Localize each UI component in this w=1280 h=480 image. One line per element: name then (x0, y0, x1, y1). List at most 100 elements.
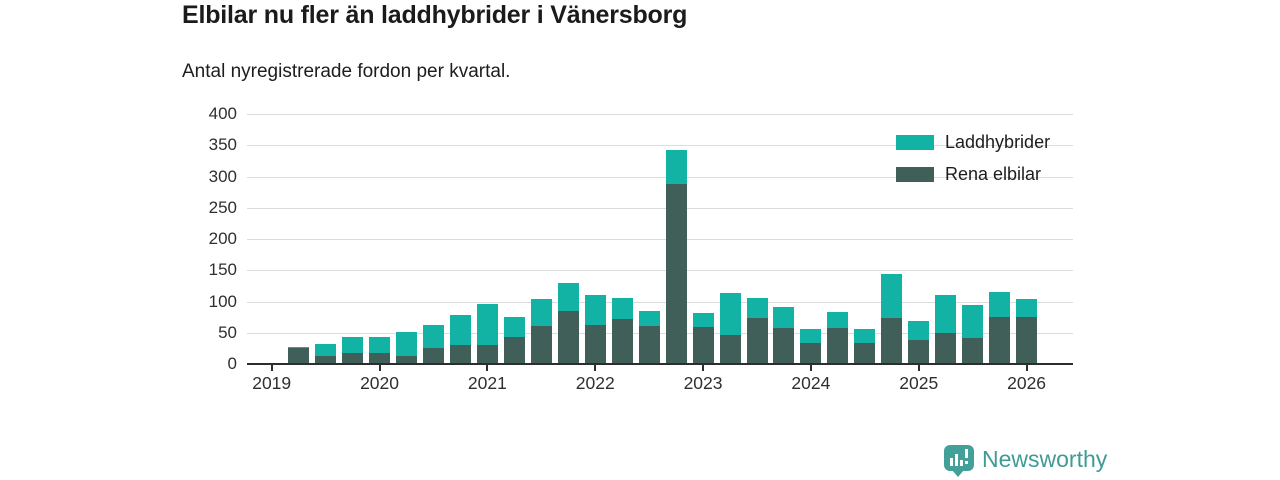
bar-segment-rena-elbilar (449, 345, 471, 364)
bar-segment-laddhybrider (638, 311, 660, 326)
logo-pin-pointer (952, 470, 964, 477)
bar-segment-rena-elbilar (746, 318, 768, 364)
y-axis-tick-label: 0 (227, 354, 237, 373)
bar-segment-rena-elbilar (1016, 317, 1038, 364)
bar-segment-rena-elbilar (773, 328, 795, 364)
legend-swatch-icon (896, 135, 934, 150)
x-axis-tick (702, 365, 705, 371)
bar-segment-rena-elbilar (800, 343, 822, 364)
y-axis-tick-label: 250 (208, 197, 237, 217)
bar-segment-rena-elbilar (989, 317, 1011, 364)
bar-segment-laddhybrider (503, 317, 525, 337)
x-axis-tick-label: 2021 (467, 373, 507, 393)
bar-segment-laddhybrider (584, 295, 606, 325)
bar-segment-rena-elbilar (908, 340, 930, 364)
x-axis-tick-label: 2019 (252, 373, 292, 393)
legend-label: Laddhybrider (945, 132, 1051, 152)
chart-legend: Laddhybrider Rena elbilar (896, 132, 1050, 196)
logo-bar-icon (960, 460, 963, 466)
bar-segment-rena-elbilar (476, 345, 498, 364)
y-gridline (247, 207, 1073, 209)
bar-segment-rena-elbilar (369, 353, 390, 364)
x-axis-tick (486, 365, 489, 371)
bar-segment-laddhybrider (396, 332, 417, 356)
x-axis-tick (594, 365, 597, 371)
bar-segment-laddhybrider (557, 283, 579, 311)
page-title: Elbilar nu fler än laddhybrider i Väners… (182, 1, 688, 29)
x-axis-tick-label: 2025 (899, 373, 939, 393)
y-axis-tick-label: 400 (208, 104, 237, 123)
bar-segment-rena-elbilar (584, 325, 606, 364)
x-axis-tick (917, 365, 920, 371)
bar-segment-rena-elbilar (665, 184, 687, 364)
bar-segment-laddhybrider (288, 347, 310, 348)
bar-segment-rena-elbilar (557, 311, 579, 364)
y-gridline (247, 301, 1073, 303)
bar-segment-laddhybrider (692, 313, 714, 327)
bar-segment-laddhybrider (854, 329, 876, 343)
bar-segment-rena-elbilar (638, 326, 660, 364)
bar-segment-laddhybrider (908, 321, 930, 340)
y-axis-tick-label: 100 (208, 291, 237, 311)
bar-segment-laddhybrider (773, 307, 795, 328)
bar-segment-laddhybrider (1016, 299, 1038, 317)
x-axis-tick-label: 2023 (683, 373, 723, 393)
logo-exclamation-dot-icon (965, 461, 968, 464)
x-axis-tick (270, 365, 273, 371)
y-axis-tick-label: 350 (208, 135, 237, 155)
bar-segment-laddhybrider (962, 305, 984, 338)
x-axis-tick-label: 2022 (575, 373, 615, 393)
bar-segment-rena-elbilar (503, 337, 525, 364)
x-axis-line (247, 363, 1073, 365)
x-axis-tick-label: 2020 (360, 373, 399, 393)
brand-name: Newsworthy (982, 446, 1108, 472)
logo-exclamation-icon (965, 449, 968, 458)
bar-segment-laddhybrider (369, 337, 390, 353)
bar-segment-rena-elbilar (530, 326, 552, 364)
bar-segment-rena-elbilar (315, 356, 337, 364)
bar-segment-laddhybrider (449, 315, 471, 345)
x-axis-tick-label: 2024 (791, 373, 831, 393)
y-gridline (247, 332, 1073, 334)
bar-segment-rena-elbilar (611, 319, 633, 364)
newsworthy-logo-icon (944, 445, 974, 477)
bar-segment-rena-elbilar (881, 318, 903, 364)
bar-segment-rena-elbilar (854, 343, 876, 364)
y-axis-tick-label: 150 (208, 260, 237, 280)
bar-segment-laddhybrider (611, 298, 633, 319)
y-axis-tick-label: 300 (208, 166, 237, 186)
bar-segment-laddhybrider (881, 274, 903, 318)
bar-segment-rena-elbilar (962, 338, 984, 364)
y-gridline (247, 239, 1073, 240)
bar-segment-rena-elbilar (935, 333, 957, 364)
bar-segment-laddhybrider (423, 325, 444, 348)
y-axis-tick-label: 200 (208, 229, 237, 248)
logo-bar-icon (955, 454, 958, 466)
x-axis-tick (1025, 365, 1028, 371)
x-axis-tick-label: 2026 (1007, 373, 1047, 393)
brand-footer: Newsworthy (944, 445, 1108, 477)
legend-label: Rena elbilar (945, 164, 1042, 184)
bar-segment-rena-elbilar (288, 348, 310, 364)
bar-segment-laddhybrider (315, 344, 337, 356)
bar-segment-laddhybrider (476, 304, 498, 345)
y-gridline (247, 176, 1073, 178)
bar-segment-rena-elbilar (423, 348, 444, 364)
bar-segment-laddhybrider (800, 329, 822, 343)
y-gridline (247, 114, 1073, 115)
chart-subtitle: Antal nyregistrerade fordon per kvartal. (182, 61, 511, 82)
legend-swatch-icon (896, 167, 934, 182)
y-axis-tick-label: 50 (218, 322, 237, 342)
bar-segment-rena-elbilar (719, 335, 741, 364)
legend-item: Laddhybrider (896, 132, 1050, 153)
bar-segment-rena-elbilar (396, 356, 417, 364)
x-axis-tick (378, 365, 381, 371)
bar-segment-laddhybrider (989, 292, 1011, 317)
bar-segment-rena-elbilar (342, 353, 364, 364)
bar-segment-laddhybrider (530, 299, 552, 326)
bar-segment-laddhybrider (827, 312, 849, 328)
bar-segment-rena-elbilar (827, 328, 849, 364)
bar-segment-laddhybrider (665, 150, 687, 184)
x-axis-tick (809, 365, 812, 371)
